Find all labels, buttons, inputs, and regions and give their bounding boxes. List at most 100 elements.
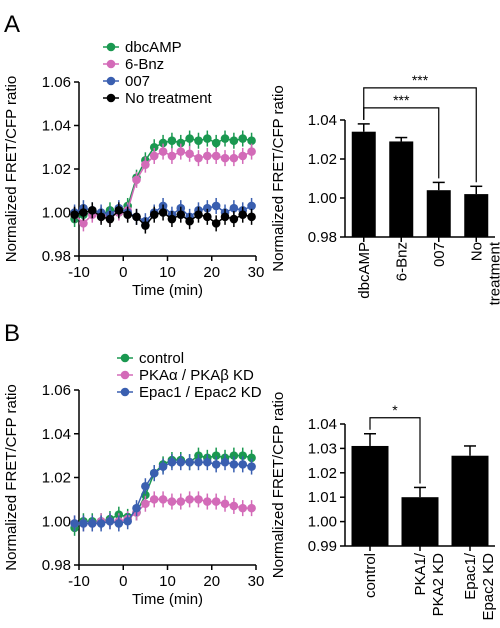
data-point <box>141 499 150 509</box>
data-point <box>176 147 186 156</box>
category-label: 6-Bnz <box>393 242 410 281</box>
x-axis-title: Time (min) <box>132 591 203 608</box>
data-point <box>211 219 221 228</box>
y-tick-label: 1.03 <box>308 440 337 457</box>
data-point <box>158 138 168 148</box>
data-point <box>220 499 230 509</box>
data-point <box>96 519 106 528</box>
data-point <box>158 208 168 217</box>
category-label: PKA1/ <box>412 552 429 595</box>
data-point <box>247 462 256 471</box>
data-point <box>70 210 79 219</box>
data-point <box>229 136 239 146</box>
data-point <box>185 495 194 504</box>
data-point <box>203 497 212 506</box>
y-tick-label: 1.01 <box>308 489 337 506</box>
significance-bracket <box>363 87 477 183</box>
data-point <box>247 212 256 222</box>
data-point <box>247 201 256 211</box>
data-point <box>203 203 212 213</box>
data-point <box>105 214 115 224</box>
bar <box>451 455 489 546</box>
data-point <box>176 138 186 148</box>
data-point <box>158 147 168 156</box>
data-point <box>176 210 186 219</box>
data-point <box>238 460 248 469</box>
category-label: Epac1/ <box>462 552 479 600</box>
data-point <box>238 134 248 143</box>
x-tick-label: 30 <box>248 264 265 281</box>
y-tick-label: 1.04 <box>42 118 71 135</box>
data-point <box>203 151 212 161</box>
y-tick-label: 1.06 <box>42 382 71 399</box>
panel-b-bar-chart: 0.99 1.00 1.01 1.02 1.03 1.04 Normalized FRET/… <box>270 392 497 621</box>
data-point <box>114 206 124 215</box>
data-point <box>123 516 132 526</box>
bar <box>464 194 489 237</box>
data-point <box>211 451 221 460</box>
y-axis-title: Normalized FRET/CFP ratio <box>270 85 287 271</box>
data-point <box>247 453 256 463</box>
legend-marker <box>106 93 116 103</box>
data-point <box>194 136 203 146</box>
legend-label: 007 <box>125 73 150 90</box>
y-tick-label: 0.99 <box>308 538 337 555</box>
data-point <box>176 457 186 467</box>
data-point <box>149 210 159 219</box>
y-axis-title: Normalized FRET/CFP ratio <box>3 76 20 262</box>
legend-marker <box>120 387 130 397</box>
bar <box>426 190 451 237</box>
y-tick-label: 0.98 <box>308 229 337 246</box>
data-point <box>79 519 88 528</box>
data-point <box>229 153 239 163</box>
data-point <box>211 497 221 506</box>
data-point <box>185 216 194 226</box>
legend-marker <box>106 42 116 52</box>
data-point <box>167 457 177 467</box>
significance-label: * <box>392 402 398 418</box>
y-tick-label: 1.02 <box>42 161 71 178</box>
panel-a-bar-chart: 0.98 1.00 1.02 1.04 Normalized FRET/CFP rati… <box>270 72 500 305</box>
data-point <box>167 136 177 146</box>
data-point <box>123 210 132 219</box>
data-point <box>149 468 159 478</box>
data-point <box>203 212 212 222</box>
y-tick-label: 1.00 <box>308 190 337 207</box>
y-tick-label: 1.04 <box>308 416 337 433</box>
category-label: treatment <box>486 241 500 305</box>
y-axis-title: Normalized FRET/CFP ratio <box>3 384 20 570</box>
data-point <box>132 503 141 513</box>
data-point <box>132 212 141 222</box>
legend-label: PKAα / PKAβ KD <box>139 367 254 384</box>
data-point <box>114 519 124 528</box>
data-point <box>238 151 248 161</box>
y-tick-label: 1.06 <box>42 74 71 91</box>
series-2 <box>70 454 256 532</box>
y-tick-label: 0.98 <box>42 557 71 574</box>
data-point <box>220 153 230 163</box>
data-point <box>229 501 239 511</box>
x-tick-label: 20 <box>203 264 220 281</box>
legend-marker <box>106 59 116 69</box>
data-point <box>132 175 141 185</box>
data-point <box>167 497 177 506</box>
data-point <box>247 503 256 513</box>
data-point <box>211 138 221 148</box>
bar <box>351 131 376 237</box>
significance-bracket <box>369 417 421 484</box>
legend-label: dbcAMP <box>125 39 182 56</box>
panel-label-b: B <box>4 320 20 347</box>
data-point <box>247 147 256 156</box>
panel-b-time-course-chart: 0.98 1.00 1.02 1.04 1.06 Normalized FRET/CFP … <box>3 350 264 608</box>
data-point <box>141 481 150 491</box>
y-axis-title: Normalized FRET/CFP ratio <box>270 392 287 578</box>
y-tick-label: 1.00 <box>308 514 337 531</box>
data-point <box>105 516 115 526</box>
legend-marker <box>120 370 130 380</box>
data-point <box>167 151 177 161</box>
data-point <box>194 457 203 467</box>
data-point <box>229 214 239 224</box>
x-tick-label: 0 <box>119 264 127 281</box>
data-point <box>87 206 97 215</box>
